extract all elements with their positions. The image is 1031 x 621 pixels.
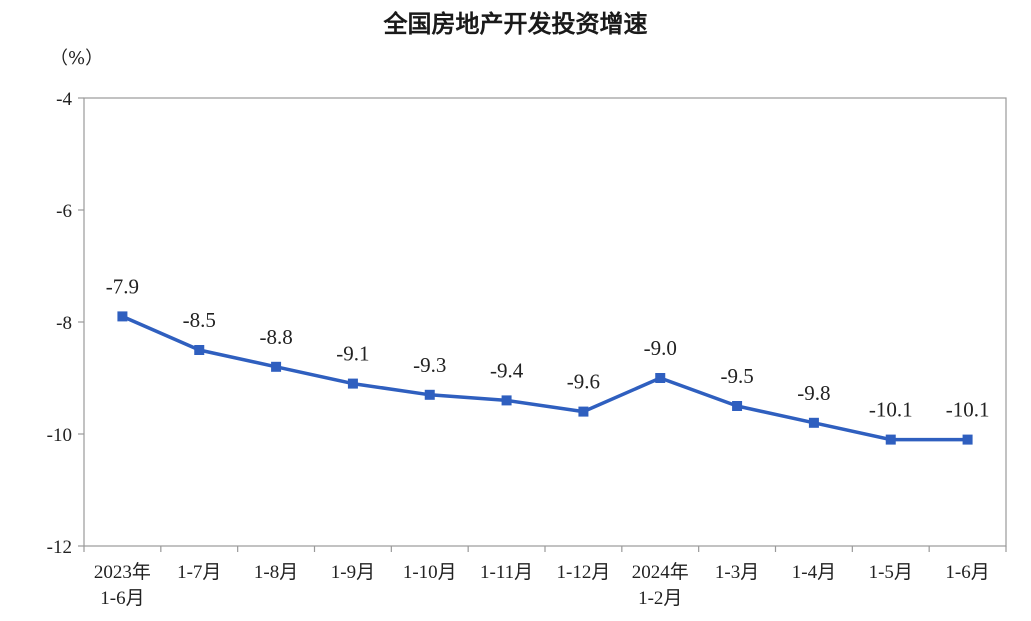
x-tick-label: 1-10月	[403, 562, 457, 583]
data-label: -9.6	[567, 370, 600, 394]
x-tick-label: 1-2月	[638, 588, 682, 609]
data-point-marker	[655, 373, 666, 383]
data-label: -9.0	[644, 336, 677, 360]
data-label: -9.4	[490, 358, 524, 382]
data-point-marker	[424, 389, 435, 400]
plot-frame	[83, 97, 1007, 547]
data-labels: -7.9 -8.5 -8.8 -9.1 -9.3 -9.4 -9.6 -9.0 -9.5 -9.8…	[106, 274, 990, 421]
x-tick-label: 1-12月	[557, 562, 611, 583]
data-point-marker	[885, 434, 896, 445]
x-tick-label: 1-3月	[715, 562, 759, 583]
data-label: -7.9	[106, 274, 139, 298]
data-point-marker	[117, 311, 128, 322]
x-tick-label: 2024年	[632, 561, 689, 583]
tick-labels: -4 -6 -8 -10 -12 2023年 1-6月 1-7月 1-8月 1-9月 1-10月 1-…	[47, 89, 990, 609]
data-point-marker	[808, 417, 819, 428]
data-point-marker	[578, 406, 589, 417]
axes	[78, 97, 1007, 552]
y-tick-label: -4	[56, 89, 72, 110]
x-tick-label: 1-8月	[254, 562, 298, 583]
y-axis-unit-label: （%）	[50, 48, 104, 69]
data-label: -9.5	[720, 364, 753, 388]
y-tick-label: -12	[47, 537, 72, 558]
x-tick-label: 2023年	[94, 561, 151, 583]
data-point-marker	[732, 401, 743, 411]
series-group	[117, 311, 973, 445]
y-tick-label: -8	[56, 313, 72, 334]
x-tick-label: 1-4月	[792, 562, 836, 583]
data-label: -10.1	[869, 398, 913, 422]
data-label: -9.1	[336, 342, 369, 366]
data-point-marker	[194, 345, 205, 355]
data-label: -8.8	[259, 325, 292, 349]
data-label: -8.5	[183, 308, 216, 332]
x-tick-label: 1-11月	[480, 562, 533, 583]
x-tick-label: 1-9月	[331, 562, 375, 583]
data-point-marker	[501, 395, 512, 406]
x-tick-label: 1-6月	[100, 588, 144, 609]
y-tick-label: -6	[56, 201, 72, 222]
data-point-marker	[347, 378, 358, 389]
x-tick-label: 1-7月	[177, 562, 221, 583]
x-tick-label: 1-6月	[945, 562, 989, 583]
chart-title: 全国房地产开发投资增速	[383, 10, 648, 38]
series-line	[121, 314, 968, 442]
data-point-marker	[962, 434, 973, 445]
data-point-marker	[271, 361, 282, 372]
data-label: -10.1	[946, 398, 990, 422]
data-label: -9.3	[413, 353, 446, 377]
y-tick-label: -10	[47, 425, 72, 446]
data-label: -9.8	[797, 381, 830, 405]
x-tick-label: 1-5月	[869, 562, 913, 583]
